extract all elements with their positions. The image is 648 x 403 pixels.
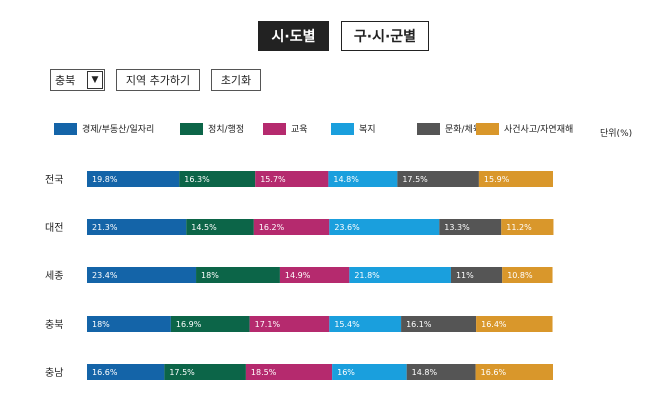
bar-segment [450,267,503,283]
data-label: 16.6% [481,368,507,377]
data-label: 16.2% [259,223,285,232]
legend-item: 경제/부동산/일자리 [54,122,154,135]
data-label: 14.9% [285,271,311,280]
data-label: 15.4% [334,320,360,329]
bar-segment [475,364,553,380]
legend-item: 복지 [331,122,376,135]
category-label: 세종 [45,270,63,282]
legend-label: 복지 [359,125,376,135]
legend-item: 사건사고/자연재해 [476,122,573,135]
data-label: 16.1% [406,320,432,329]
bar-segment [87,171,180,187]
legend-swatch [331,122,354,135]
data-label: 17.5% [169,368,195,377]
legend-item: 문화/체육 [417,122,481,135]
data-label: 15.9% [484,175,510,184]
data-label: 11% [456,271,474,280]
bar-segment [170,316,250,332]
legend-item: 정치/행정 [180,122,244,135]
data-label: 16.9% [176,320,202,329]
data-label: 18% [92,320,110,329]
data-label: 14.5% [191,223,217,232]
data-label: 18% [201,271,219,280]
add-region-button[interactable]: 지역 추가하기 [116,69,200,91]
data-label: 23.6% [334,223,360,232]
bar-segment [502,267,553,283]
bar-segment [279,267,350,283]
data-label: 13.3% [444,223,470,232]
data-label: 10.8% [507,271,533,280]
bar-segment [332,364,407,380]
data-label: 14.8% [412,368,438,377]
bar-segment [328,171,398,187]
bar-segment [245,364,333,380]
data-label: 21.3% [92,223,118,232]
bar-segment [255,171,329,187]
bar-segment [329,316,402,332]
bar-segment [406,364,476,380]
bar-segment [179,171,256,187]
unit-label: 단위(%) [600,129,633,139]
data-label: 11.2% [506,223,532,232]
bar-segment [397,171,479,187]
bar-segment [87,316,171,332]
data-label: 19.8% [92,175,118,184]
bar-segment [478,171,553,187]
bar-segment [87,267,197,283]
data-label: 21.8% [354,271,380,280]
bar-segment [186,219,254,235]
legend-swatch [476,122,499,135]
data-label: 23.4% [92,271,118,280]
legend-swatch [417,122,440,135]
bar-segment [476,316,553,332]
legend-swatch [263,122,286,135]
chevron-down-icon[interactable]: ▼ [87,71,103,89]
bar-segment [87,219,187,235]
bar-segment [249,316,330,332]
region-select-value: 충북 [55,74,76,87]
bar-segment [501,219,554,235]
data-label: 16.4% [481,320,507,329]
category-label: 전국 [45,174,63,186]
legend-label: 문화/체육 [445,125,482,135]
data-label: 16% [337,368,355,377]
data-label: 16.3% [184,175,210,184]
tab-sido[interactable]: 시·도별 [258,21,329,51]
legend-label: 교육 [291,125,308,135]
legend-swatch [54,122,77,135]
data-label: 15.7% [260,175,286,184]
bar-segment [439,219,502,235]
category-label: 충남 [45,367,63,379]
legend-label: 사건사고/자연재해 [504,125,574,135]
bar-segment [87,364,165,380]
bar-segment [196,267,280,283]
data-label: 18.5% [251,368,277,377]
legend: 경제/부동산/일자리 정치/행정 교육 복지 문화/체육 사건사고/자연재해 [0,122,648,142]
bar-segment [349,267,451,283]
data-label: 17.1% [255,320,281,329]
category-label: 충북 [45,319,63,331]
bar-segment [164,364,246,380]
data-label: 14.8% [333,175,359,184]
tab-gusi[interactable]: 구·시·군별 [341,21,429,51]
bar-segment [329,219,440,235]
legend-item: 교육 [263,122,308,135]
bar-segment [253,219,330,235]
region-select[interactable]: 충북 ▼ [50,69,105,91]
legend-swatch [180,122,203,135]
bar-segment [401,316,477,332]
legend-label: 정치/행정 [208,125,245,135]
category-label: 대전 [45,222,63,234]
data-label: 17.5% [402,175,428,184]
reset-button[interactable]: 초기화 [211,69,261,91]
data-label: 16.6% [92,368,118,377]
legend-label: 경제/부동산/일자리 [82,125,155,135]
